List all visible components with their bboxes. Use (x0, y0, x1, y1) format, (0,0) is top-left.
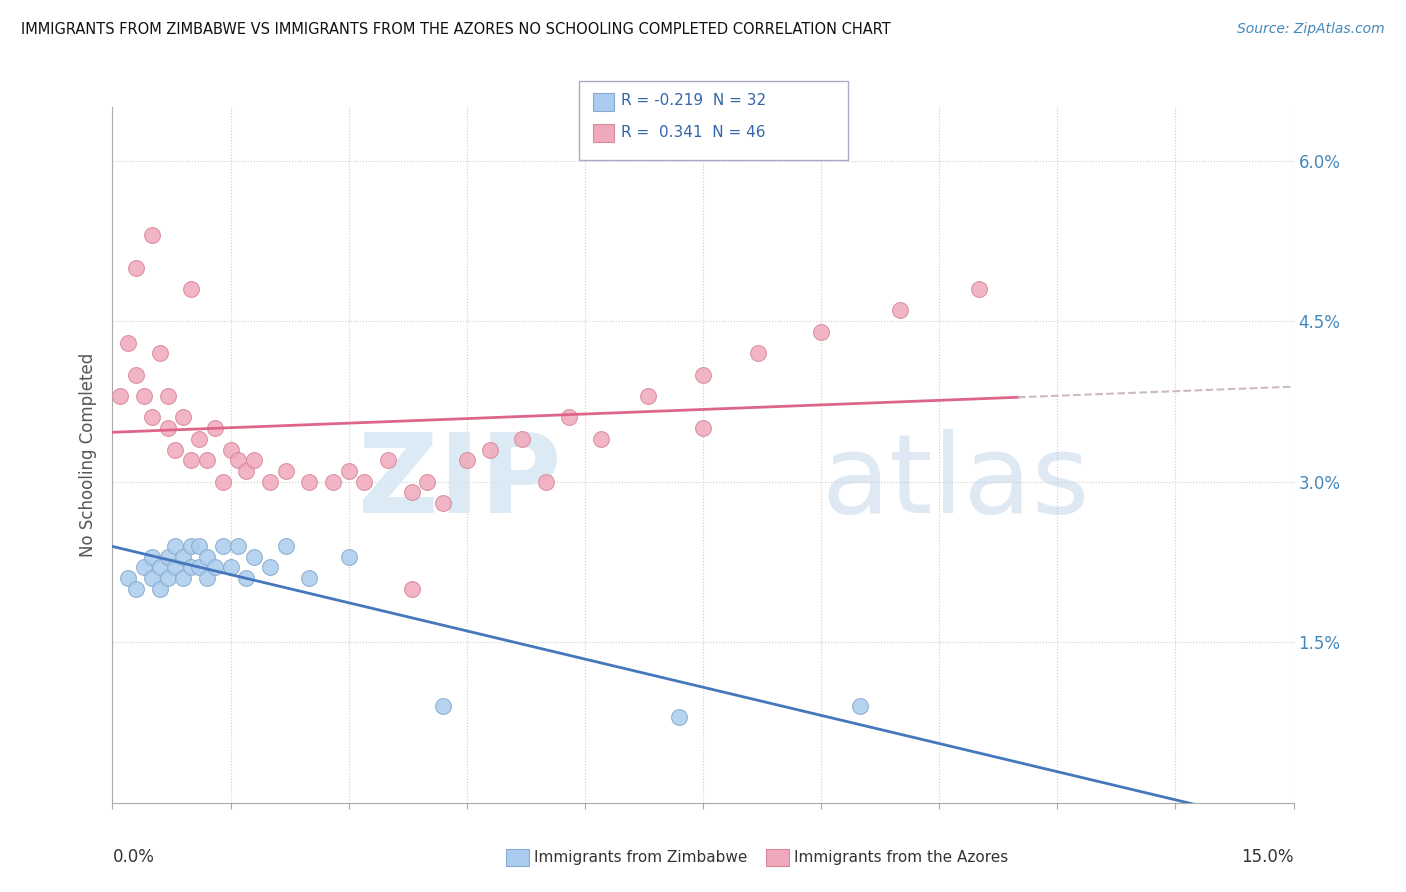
Point (165, 442, 187, 457)
Point (558, 410, 581, 425)
Point (849, 699, 872, 714)
Point (125, 368, 148, 382)
Point (110, 389, 132, 403)
Point (165, 560, 187, 574)
Text: Immigrants from the Azores: Immigrants from the Azores (794, 850, 1008, 864)
Point (204, 421, 226, 435)
Point (322, 475, 344, 489)
Point (156, 571, 179, 585)
Point (180, 453, 202, 467)
Point (149, 582, 172, 596)
Point (235, 464, 257, 478)
Point (211, 539, 233, 553)
Point (692, 421, 714, 435)
Point (243, 549, 266, 564)
Point (377, 453, 399, 467)
Point (401, 582, 423, 596)
Point (117, 335, 139, 350)
Point (432, 496, 454, 510)
Point (337, 549, 360, 564)
Point (228, 539, 250, 553)
Y-axis label: No Schooling Completed: No Schooling Completed (79, 353, 97, 557)
Point (195, 549, 218, 564)
Point (172, 571, 194, 585)
Text: Source: ZipAtlas.com: Source: ZipAtlas.com (1237, 22, 1385, 37)
Point (219, 442, 242, 457)
Point (149, 346, 172, 360)
Point (141, 571, 163, 585)
Point (188, 560, 211, 574)
Point (637, 389, 659, 403)
Point (692, 368, 714, 382)
Point (337, 464, 360, 478)
Point (125, 582, 148, 596)
Point (259, 560, 281, 574)
Point (172, 549, 194, 564)
Point (510, 432, 533, 446)
Text: ZIP: ZIP (359, 429, 561, 536)
Point (132, 389, 155, 403)
Point (204, 560, 226, 574)
Point (195, 453, 218, 467)
Text: 0.0%: 0.0% (112, 848, 155, 866)
Point (141, 410, 163, 425)
Point (180, 539, 202, 553)
Point (156, 389, 179, 403)
Text: R =  0.341  N = 46: R = 0.341 N = 46 (621, 125, 766, 139)
Point (188, 432, 211, 446)
Point (298, 475, 321, 489)
Point (401, 485, 423, 500)
Point (125, 260, 148, 275)
Point (353, 475, 375, 489)
Point (180, 282, 202, 296)
Point (589, 432, 612, 446)
Point (967, 282, 990, 296)
Point (432, 699, 454, 714)
Point (298, 571, 321, 585)
Point (274, 464, 297, 478)
Text: R = -0.219  N = 32: R = -0.219 N = 32 (621, 94, 766, 108)
Point (156, 549, 179, 564)
Point (747, 346, 769, 360)
Point (534, 475, 557, 489)
Point (456, 453, 478, 467)
Point (274, 539, 297, 553)
Point (195, 571, 218, 585)
Point (810, 325, 832, 339)
Point (416, 475, 439, 489)
Point (165, 539, 187, 553)
Point (132, 560, 155, 574)
Point (228, 453, 250, 467)
Point (188, 539, 211, 553)
Point (235, 571, 257, 585)
Text: atlas: atlas (821, 429, 1090, 536)
Point (889, 303, 911, 318)
Point (149, 560, 172, 574)
Point (180, 560, 202, 574)
Point (141, 549, 163, 564)
Text: IMMIGRANTS FROM ZIMBABWE VS IMMIGRANTS FROM THE AZORES NO SCHOOLING COMPLETED CO: IMMIGRANTS FROM ZIMBABWE VS IMMIGRANTS F… (21, 22, 891, 37)
Text: Immigrants from Zimbabwe: Immigrants from Zimbabwe (534, 850, 748, 864)
Point (156, 421, 179, 435)
Point (243, 453, 266, 467)
Point (141, 228, 163, 243)
Point (219, 560, 242, 574)
Text: 15.0%: 15.0% (1241, 848, 1294, 866)
Point (668, 710, 690, 724)
Point (172, 410, 194, 425)
Point (117, 571, 139, 585)
Point (479, 442, 502, 457)
Point (211, 475, 233, 489)
Point (259, 475, 281, 489)
